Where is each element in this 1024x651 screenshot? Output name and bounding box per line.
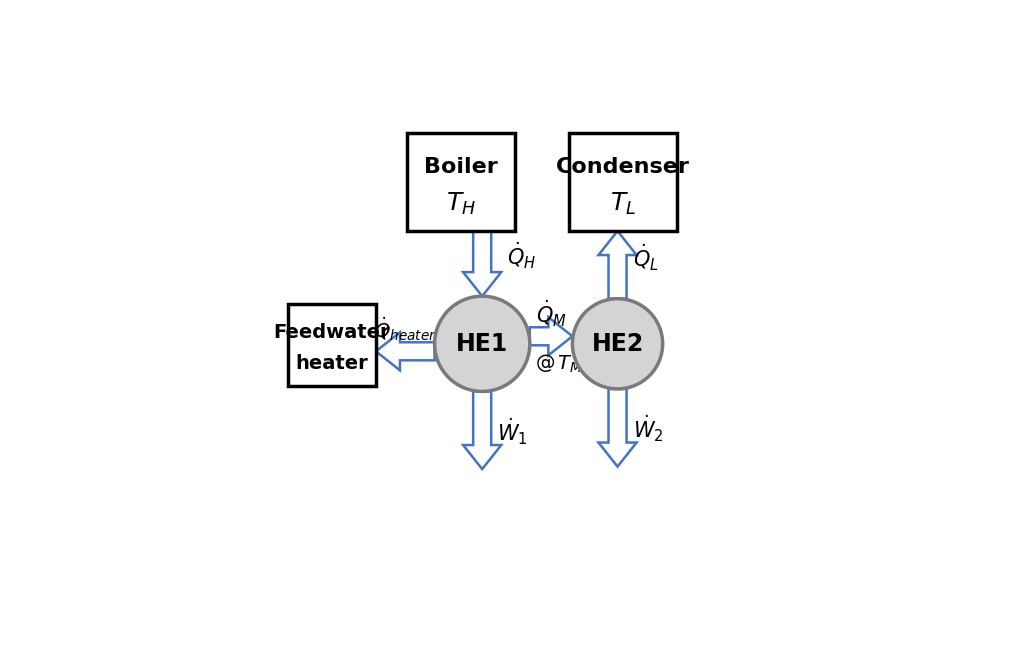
Text: Feedwater: Feedwater [273,323,390,342]
Text: $T_H$: $T_H$ [445,191,476,217]
Text: $\dot{Q}_H$: $\dot{Q}_H$ [507,241,537,271]
Text: $\dot{Q}_{heater}$: $\dot{Q}_{heater}$ [374,315,437,342]
Text: $\dot{W}_1$: $\dot{W}_1$ [498,417,528,447]
Text: Condenser: Condenser [556,158,690,178]
FancyBboxPatch shape [288,303,376,387]
FancyBboxPatch shape [407,133,515,231]
Polygon shape [529,317,572,355]
Text: HE2: HE2 [592,332,644,356]
Polygon shape [598,389,637,467]
Text: $\dot{W}_2$: $\dot{W}_2$ [633,414,664,444]
Polygon shape [598,231,637,299]
Ellipse shape [572,299,663,389]
Text: $T_L$: $T_L$ [610,191,636,217]
Ellipse shape [434,296,529,391]
Text: $\dot{Q}_M$: $\dot{Q}_M$ [536,299,566,329]
Text: HE1: HE1 [456,332,508,356]
Text: Boiler: Boiler [424,158,498,178]
Text: $@\,T_M$: $@\,T_M$ [535,353,583,375]
Polygon shape [463,231,501,296]
Polygon shape [463,391,501,469]
Text: $\dot{Q}_L$: $\dot{Q}_L$ [633,242,658,273]
Polygon shape [376,332,434,370]
FancyBboxPatch shape [569,133,677,231]
Text: heater: heater [296,353,369,373]
